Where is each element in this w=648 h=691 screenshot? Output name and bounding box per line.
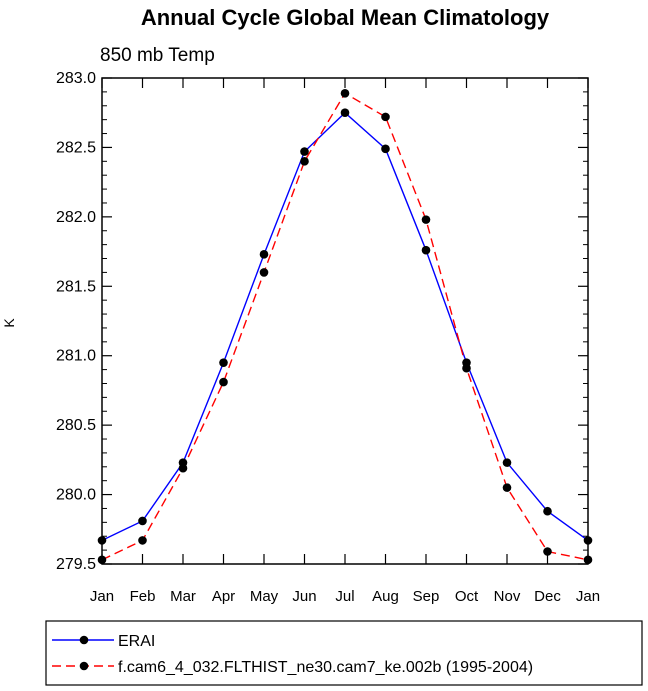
data-point — [583, 555, 593, 565]
x-tick-label: Jun — [292, 588, 316, 605]
series-line-1 — [101, 92, 589, 561]
x-tick-label: Aug — [372, 588, 399, 605]
data-point — [259, 250, 269, 259]
data-point — [502, 483, 512, 492]
data-point — [543, 506, 552, 516]
x-tick-label: Mar — [170, 588, 196, 605]
chart-title: Annual Cycle Global Mean Climatology — [141, 5, 550, 30]
data-point — [583, 536, 593, 545]
legend-label-1: f.cam6_4_032.FLTHIST_ne30.cam7_ke.002b (… — [118, 659, 533, 676]
data-point — [97, 555, 107, 565]
data-point — [259, 268, 269, 277]
x-tick-label: May — [250, 588, 279, 605]
chart-subtitle: 850 mb Temp — [100, 45, 215, 66]
y-tick-label: 280.0 — [56, 487, 96, 504]
x-tick-label: Oct — [455, 588, 479, 605]
data-point — [543, 547, 552, 556]
data-point — [300, 157, 309, 166]
data-point — [178, 463, 188, 473]
series-line-0 — [101, 111, 589, 542]
x-tick-label: Feb — [130, 588, 156, 605]
data-point — [138, 516, 147, 526]
data-point — [340, 108, 350, 118]
y-tick-label: 282.0 — [56, 209, 96, 226]
data-point — [381, 112, 390, 122]
x-tick-label: Jan — [90, 588, 114, 605]
data-point — [381, 144, 390, 154]
x-tick-label: Dec — [534, 588, 561, 605]
data-point — [421, 215, 431, 224]
plot-frame — [101, 77, 589, 565]
x-tick-label: Apr — [212, 588, 235, 605]
x-tick-label: Sep — [413, 588, 440, 605]
x-tick-label: Jan — [576, 588, 600, 605]
data-point — [300, 147, 309, 156]
data-point — [421, 245, 431, 255]
legend-marker-0 — [79, 635, 89, 645]
legend-label-0: ERAI — [118, 633, 155, 650]
x-tick-label: Jul — [335, 588, 354, 605]
x-tick-label: Nov — [494, 588, 521, 605]
legend-marker-1 — [79, 661, 89, 671]
data-point — [462, 363, 471, 373]
y-axis-label: K — [1, 318, 17, 328]
ticks-layer: 279.5 280.0 280.5 281.0 281.5 282.0 282.5 283.0… — [56, 70, 600, 605]
data-point — [138, 536, 147, 545]
data-point — [97, 536, 107, 545]
series-layer — [97, 88, 593, 565]
y-tick-label: 283.0 — [56, 70, 96, 87]
y-tick-label: 279.5 — [56, 556, 96, 573]
y-tick-label: 281.5 — [56, 278, 96, 295]
data-point — [219, 377, 228, 387]
legend-box — [45, 620, 643, 686]
y-tick-label: 280.5 — [56, 417, 96, 434]
data-point — [502, 458, 512, 467]
data-point — [340, 88, 350, 98]
legend: ERAI f.cam6_4_032.FLTHIST_ne30.cam7_ke.00… — [52, 633, 533, 676]
data-point — [219, 358, 228, 367]
y-tick-label: 281.0 — [56, 348, 96, 365]
y-tick-label: 282.5 — [56, 139, 96, 156]
